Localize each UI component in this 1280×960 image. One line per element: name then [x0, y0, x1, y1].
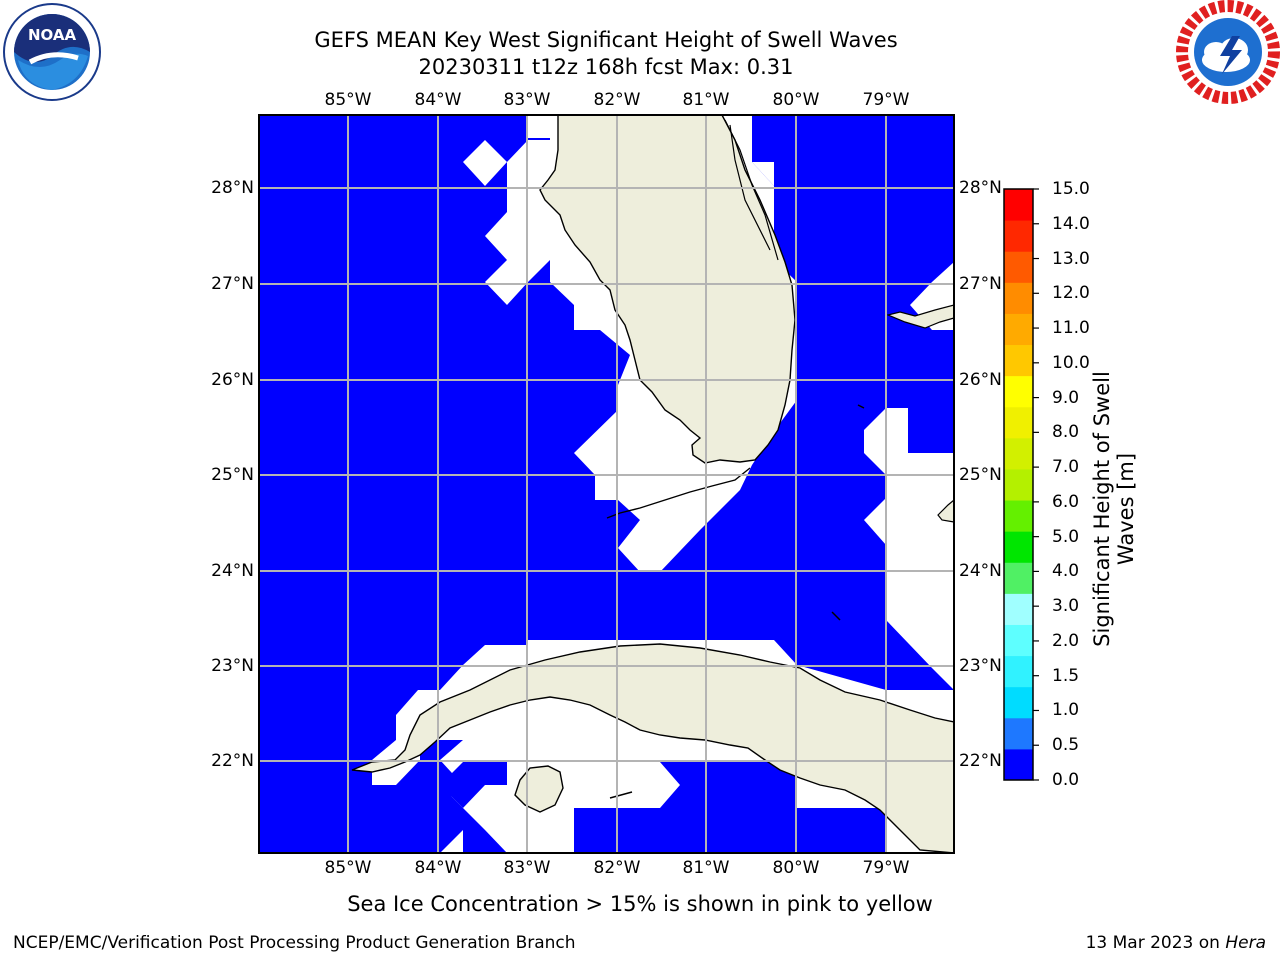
colorbar-tick-label: 2.0 [1052, 630, 1080, 651]
footer-credit: NCEP/EMC/Verification Post Processing Pr… [13, 933, 576, 953]
colorbar-swatch [1004, 189, 1033, 221]
colorbar-tick-label: 8.0 [1052, 422, 1080, 443]
colorbar-swatch [1004, 406, 1033, 439]
colorbar-swatch [1004, 748, 1033, 781]
lat-label-right: 24°N [959, 561, 1002, 581]
colorbar-swatch [1004, 251, 1033, 283]
footer-date: 13 Mar 2023 on Hera [1086, 933, 1266, 953]
sea-ice-note: Sea Ice Concentration > 15% is shown in … [347, 892, 933, 916]
colorbar-tick-label: 1.5 [1052, 665, 1080, 686]
florida-land [539, 114, 796, 464]
colorbar-tick-label: 4.0 [1052, 561, 1080, 582]
colorbar-tick-label: 0.0 [1052, 770, 1080, 790]
lon-label-bottom: 81°W [682, 858, 730, 878]
lon-label-bottom: 80°W [772, 858, 820, 878]
lat-label-left: 23°N [211, 656, 254, 676]
lat-label-right: 22°N [959, 751, 1002, 771]
lon-label-top: 80°W [772, 90, 820, 110]
colorbar-frame [1003, 188, 1034, 781]
colorbar-swatch [1004, 282, 1033, 314]
colorbar-swatch [1004, 531, 1033, 563]
colorbar-title-line2: Waves [m] [1114, 452, 1138, 566]
lon-label-bottom: 82°W [593, 858, 641, 878]
map-frame [258, 114, 955, 854]
graticule [259, 115, 954, 853]
barrier-island-line-2 [729, 124, 771, 251]
lon-label-bottom: 83°W [503, 858, 551, 878]
colorbar-swatch [1004, 686, 1033, 719]
lon-label-bottom: 79°W [862, 858, 910, 878]
lat-label-right: 26°N [959, 370, 1002, 390]
colorbar-swatch [1004, 344, 1033, 377]
colorbar-swatch [1004, 717, 1033, 750]
nws-logo-icon [1176, 0, 1280, 104]
colorbar-title: Significant Height of Swell Waves [m] [1090, 344, 1138, 674]
colorbar-swatch [1004, 500, 1033, 532]
lat-label-left: 28°N [211, 178, 254, 198]
cay-line-3 [609, 791, 633, 799]
colorbar-tick-label: 1.0 [1052, 700, 1080, 721]
footer-host: Hera [1225, 933, 1266, 953]
noaa-logo-icon: NOAA [3, 3, 101, 101]
lon-label-bottom: 84°W [414, 858, 462, 878]
colorbar-tick-label: 12.0 [1052, 283, 1090, 304]
cay-line-2 [857, 404, 865, 409]
colorbar-swatch [1004, 437, 1033, 470]
lon-label-bottom: 85°W [324, 858, 372, 878]
colorbar-swatch [1004, 313, 1033, 346]
colorbar-tick-label: 0.5 [1052, 735, 1080, 756]
colorbar-swatch [1004, 468, 1033, 501]
colorbar-swatch [1004, 593, 1033, 625]
colorbar-tick-label: 14.0 [1052, 213, 1090, 234]
colorbar-swatch [1004, 375, 1033, 408]
lat-label-right: 27°N [959, 274, 1002, 294]
svg-text:NOAA: NOAA [28, 26, 77, 44]
colorbar-tick-label: 10.0 [1052, 352, 1090, 373]
colorbar-tick-label: 6.0 [1052, 491, 1080, 512]
lat-label-left: 27°N [211, 274, 254, 294]
barrier-island-line [724, 119, 779, 261]
lon-label-top: 81°W [682, 90, 730, 110]
colorbar-swatch [1004, 655, 1033, 688]
map-title: GEFS MEAN Key West Significant Height of… [314, 28, 898, 52]
lon-label-top: 79°W [862, 90, 910, 110]
map-subtitle: 20230311 t12z 168h fcst Max: 0.31 [418, 55, 794, 79]
footer-date-text: 13 Mar 2023 on [1085, 933, 1226, 953]
florida-keys [606, 467, 751, 519]
lon-label-top: 85°W [324, 90, 372, 110]
lat-label-right: 28°N [959, 178, 1002, 198]
colorbar-tick-label: 5.0 [1052, 526, 1080, 547]
lat-label-right: 25°N [959, 465, 1002, 485]
lat-label-right: 23°N [959, 656, 1002, 676]
lat-label-left: 25°N [211, 465, 254, 485]
lon-label-top: 84°W [414, 90, 462, 110]
colorbar-tick-label: 11.0 [1052, 318, 1090, 339]
lat-label-left: 22°N [211, 751, 254, 771]
colorbar-swatch [1004, 220, 1033, 252]
lat-label-left: 24°N [211, 561, 254, 581]
ocean-pockets [259, 762, 886, 853]
lon-label-top: 83°W [503, 90, 551, 110]
colorbar [1003, 188, 1039, 781]
colorbar-tick-label: 9.0 [1052, 387, 1080, 408]
colorbar-tick-label: 3.0 [1052, 596, 1080, 617]
colorbar-tick-label: 7.0 [1052, 457, 1080, 478]
colorbar-title-line1: Significant Height of Swell [1090, 371, 1114, 647]
colorbar-tick-label: 15.0 [1052, 179, 1090, 199]
cuba-land [351, 643, 955, 854]
lon-label-top: 82°W [593, 90, 641, 110]
colorbar-swatch [1004, 624, 1033, 657]
cay-line [831, 611, 841, 621]
colorbar-tick-label: 13.0 [1052, 248, 1090, 269]
lat-label-left: 26°N [211, 370, 254, 390]
colorbar-swatch [1004, 562, 1033, 594]
